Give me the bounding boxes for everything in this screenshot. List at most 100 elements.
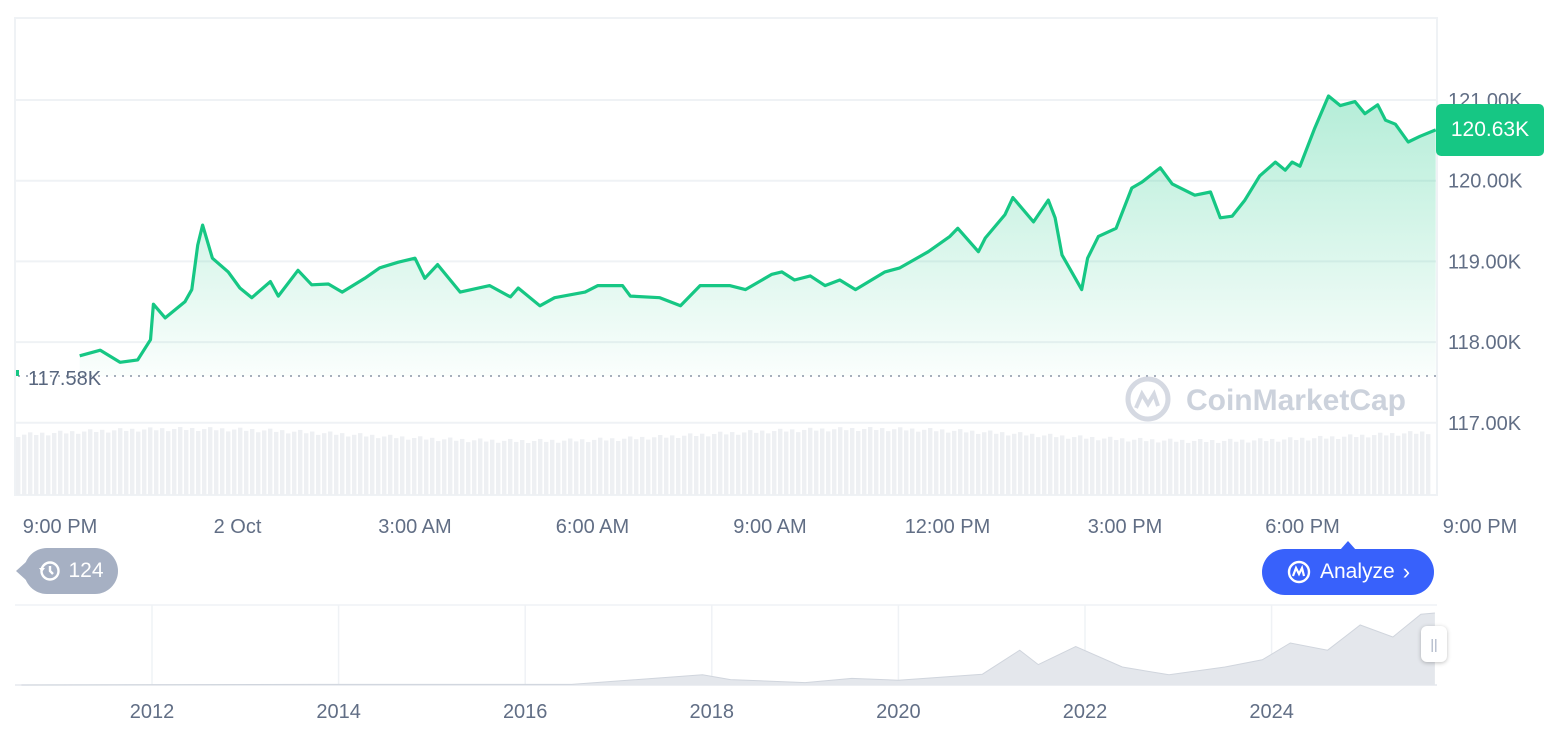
history-button[interactable]: 124 bbox=[16, 548, 118, 594]
volume-bar bbox=[448, 437, 453, 495]
overview-range-handle[interactable]: || bbox=[1421, 626, 1447, 662]
volume-bar bbox=[784, 431, 789, 495]
volume-bar bbox=[580, 439, 585, 495]
volume-bar bbox=[1216, 442, 1221, 495]
volume-bar bbox=[988, 430, 993, 495]
overview-year-label: 2018 bbox=[690, 701, 735, 723]
volume-bar bbox=[208, 427, 213, 495]
volume-bar bbox=[736, 434, 741, 495]
volume-bar bbox=[1072, 437, 1077, 495]
volume-bar bbox=[1276, 441, 1281, 495]
volume-bar bbox=[670, 435, 675, 495]
volume-bar bbox=[1192, 440, 1197, 495]
volume-bar bbox=[58, 430, 63, 495]
volume-bar bbox=[478, 438, 483, 495]
volume-bar bbox=[148, 427, 153, 495]
volume-bar bbox=[1228, 438, 1233, 495]
y-tick-label: 117.00K bbox=[1448, 413, 1522, 435]
volume-bar bbox=[376, 438, 381, 495]
volume-bar bbox=[1138, 437, 1143, 495]
volume-bar bbox=[556, 442, 561, 495]
volume-bar bbox=[1078, 435, 1083, 495]
current-price-badge: 120.63K bbox=[1436, 104, 1544, 156]
volume-bar bbox=[592, 439, 597, 495]
volume-bar bbox=[1168, 438, 1173, 495]
volume-bar bbox=[1174, 441, 1179, 495]
volume-bar bbox=[748, 430, 753, 495]
volume-bar bbox=[1420, 431, 1425, 495]
volume-bar bbox=[1126, 441, 1131, 495]
volume-bar bbox=[826, 431, 831, 495]
volume-bar bbox=[238, 427, 243, 495]
volume-bar bbox=[970, 430, 975, 495]
volume-bar bbox=[1240, 439, 1245, 495]
volume-bar bbox=[304, 433, 309, 495]
volume-bar bbox=[292, 431, 297, 495]
volume-bar bbox=[688, 433, 693, 495]
y-tick-label: 118.00K bbox=[1448, 332, 1522, 354]
volume-bar bbox=[340, 433, 345, 495]
volume-bar bbox=[106, 432, 111, 495]
volume-bar bbox=[952, 430, 957, 495]
volume-bar bbox=[856, 431, 861, 495]
volume-bar bbox=[1096, 440, 1101, 495]
volume-bar bbox=[1336, 439, 1341, 495]
volume-bar bbox=[1084, 438, 1089, 495]
volume-bar bbox=[1042, 435, 1047, 495]
history-count: 124 bbox=[68, 559, 104, 582]
volume-bar bbox=[124, 430, 129, 495]
volume-bar bbox=[82, 431, 87, 495]
volume-bar bbox=[322, 433, 327, 495]
x-tick-label: 6:00 PM bbox=[1265, 516, 1339, 538]
volume-bar bbox=[538, 438, 543, 495]
volume-bar bbox=[1264, 441, 1269, 495]
volume-bar bbox=[454, 440, 459, 495]
volume-bar bbox=[652, 437, 657, 495]
cmc-logo-icon bbox=[1125, 376, 1171, 422]
analyze-button[interactable]: Analyze › bbox=[1262, 541, 1434, 595]
volume-bar bbox=[1162, 440, 1167, 495]
volume-bar bbox=[502, 440, 507, 495]
volume-bar bbox=[1402, 433, 1407, 495]
volume-bar bbox=[742, 432, 747, 495]
volume-bar bbox=[370, 434, 375, 495]
volume-bar bbox=[1282, 439, 1287, 495]
volume-bar bbox=[694, 436, 699, 495]
volume-bar bbox=[958, 429, 963, 495]
volume-bar bbox=[154, 430, 159, 495]
volume-bar bbox=[40, 432, 45, 495]
x-tick-label: 9:00 PM bbox=[23, 516, 97, 538]
volume-bar bbox=[1390, 433, 1395, 495]
volume-bar bbox=[1090, 436, 1095, 495]
volume-bar bbox=[100, 429, 105, 495]
x-tick-label: 9:00 PM bbox=[1443, 516, 1517, 538]
volume-bar bbox=[796, 432, 801, 495]
volume-bar bbox=[274, 431, 279, 495]
volume-bar bbox=[70, 431, 75, 495]
volume-bar bbox=[1396, 435, 1401, 495]
volume-bar bbox=[460, 438, 465, 495]
volume-bar bbox=[940, 429, 945, 495]
volume-bar bbox=[760, 430, 765, 495]
volume-bar bbox=[1288, 437, 1293, 495]
overview-line bbox=[21, 612, 1435, 686]
volume-bar bbox=[202, 429, 207, 495]
volume-bar bbox=[898, 427, 903, 495]
volume-bar bbox=[22, 434, 27, 495]
volume-bar bbox=[214, 430, 219, 495]
volume-bar bbox=[262, 430, 267, 495]
volume-bar bbox=[766, 433, 771, 495]
volume-bar bbox=[730, 432, 735, 495]
volume-bar bbox=[34, 435, 39, 495]
x-tick-label: 12:00 PM bbox=[905, 516, 991, 538]
volume-bar bbox=[802, 429, 807, 495]
volume-bar bbox=[718, 431, 723, 495]
volume-bar bbox=[598, 437, 603, 495]
volume-bar bbox=[838, 427, 843, 495]
volume-bar bbox=[634, 439, 639, 495]
volume-bar bbox=[442, 439, 447, 495]
volume-bar bbox=[880, 428, 885, 495]
volume-bar bbox=[1246, 442, 1251, 495]
volume-bar bbox=[1198, 438, 1203, 495]
